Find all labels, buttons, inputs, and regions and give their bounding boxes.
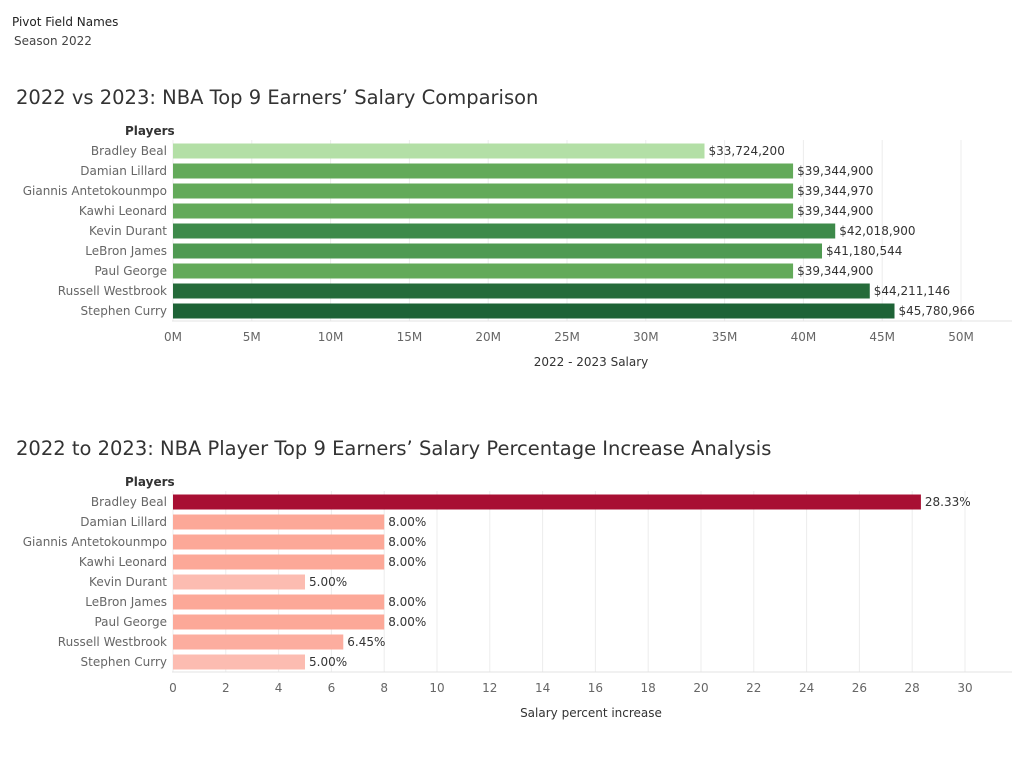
bar[interactable]: [173, 494, 921, 510]
x-tick-label: 4: [275, 681, 283, 695]
data-label: $39,344,970: [797, 184, 873, 198]
x-tick-label: 16: [588, 681, 603, 695]
bar[interactable]: [173, 283, 870, 299]
data-label: 8.00%: [388, 615, 426, 629]
bar[interactable]: [173, 654, 305, 670]
category-label: Kevin Durant: [89, 224, 167, 238]
salary-percent-chart: Players Salary percent increase 0 2 4 6 8 10 1…: [23, 475, 1012, 720]
category-label: Giannis Antetokounmpo: [23, 535, 167, 549]
data-label: $42,018,900: [839, 224, 915, 238]
x-tick-label: 26: [852, 681, 867, 695]
x-tick-label: 0: [169, 681, 177, 695]
x-tick-label: 20M: [475, 330, 501, 344]
x-tick-label: 24: [799, 681, 814, 695]
data-label: 5.00%: [309, 575, 347, 589]
category-label: Kawhi Leonard: [79, 555, 167, 569]
category-label: Russell Westbrook: [58, 635, 167, 649]
category-label: Kevin Durant: [89, 575, 167, 589]
x-tick-label: 10M: [318, 330, 344, 344]
data-label: 5.00%: [309, 655, 347, 669]
row-header-players: Players: [125, 475, 175, 489]
category-label: Paul George: [94, 264, 167, 278]
bar[interactable]: [173, 303, 895, 319]
x-tick-label: 50M: [948, 330, 974, 344]
data-label: $33,724,200: [708, 144, 784, 158]
category-label: Russell Westbrook: [58, 284, 167, 298]
data-label: 8.00%: [388, 555, 426, 569]
data-label: $41,180,544: [826, 244, 902, 258]
x-tick-label: 10: [429, 681, 444, 695]
bar[interactable]: [173, 203, 794, 219]
x-tick-label: 15M: [397, 330, 423, 344]
bar[interactable]: [173, 574, 305, 590]
bar[interactable]: [173, 183, 794, 199]
data-label: $39,344,900: [797, 204, 873, 218]
category-label: Giannis Antetokounmpo: [23, 184, 167, 198]
x-tick-label: 8: [380, 681, 388, 695]
bar[interactable]: [173, 223, 836, 239]
bar[interactable]: [173, 634, 344, 650]
category-label: Damian Lillard: [80, 515, 167, 529]
data-label: $39,344,900: [797, 264, 873, 278]
category-label: Bradley Beal: [91, 495, 167, 509]
x-tick-label: 40M: [791, 330, 817, 344]
category-label: Stephen Curry: [81, 304, 167, 318]
x-tick-label: 14: [535, 681, 550, 695]
data-label: $39,344,900: [797, 164, 873, 178]
data-label: 8.00%: [388, 535, 426, 549]
x-tick-label: 0M: [164, 330, 182, 344]
category-label: Kawhi Leonard: [79, 204, 167, 218]
bar[interactable]: [173, 163, 794, 179]
bar[interactable]: [173, 263, 794, 279]
category-label: Bradley Beal: [91, 144, 167, 158]
x-tick-label: 2: [222, 681, 230, 695]
data-label: $45,780,966: [899, 304, 975, 318]
x-tick-label: 20: [693, 681, 708, 695]
salary-comparison-chart: Players 2022 - 2023 Salary 0M 5M 10M 15M 20M…: [23, 124, 1012, 369]
x-tick-label: 35M: [712, 330, 738, 344]
x-axis-title: 2022 - 2023 Salary: [534, 355, 649, 369]
bar[interactable]: [173, 594, 385, 610]
bar[interactable]: [173, 534, 385, 550]
bar[interactable]: [173, 243, 823, 259]
bar[interactable]: [173, 514, 385, 530]
filter-value[interactable]: Season 2022: [14, 34, 92, 48]
category-label: LeBron James: [85, 595, 167, 609]
filter-title: Pivot Field Names: [12, 15, 119, 29]
row-header-players: Players: [125, 124, 175, 138]
x-axis-title: Salary percent increase: [520, 706, 662, 720]
data-label: 8.00%: [388, 515, 426, 529]
category-label: Stephen Curry: [81, 655, 167, 669]
category-label: LeBron James: [85, 244, 167, 258]
category-label: Damian Lillard: [80, 164, 167, 178]
bar[interactable]: [173, 614, 385, 630]
data-label: 8.00%: [388, 595, 426, 609]
chart-title-salary: 2022 vs 2023: NBA Top 9 Earners’ Salary …: [16, 86, 539, 109]
x-tick-label: 22: [746, 681, 761, 695]
x-tick-label: 30: [957, 681, 972, 695]
category-label: Paul George: [94, 615, 167, 629]
x-tick-label: 25M: [554, 330, 580, 344]
x-tick-label: 28: [905, 681, 920, 695]
data-label: 6.45%: [347, 635, 385, 649]
data-label: 28.33%: [925, 495, 971, 509]
x-tick-label: 12: [482, 681, 497, 695]
x-tick-label: 5M: [243, 330, 261, 344]
x-tick-label: 45M: [869, 330, 895, 344]
bar[interactable]: [173, 143, 705, 159]
x-tick-label: 18: [641, 681, 656, 695]
x-tick-label: 30M: [633, 330, 659, 344]
chart-title-percent: 2022 to 2023: NBA Player Top 9 Earners’ …: [16, 437, 772, 460]
data-label: $44,211,146: [874, 284, 950, 298]
x-tick-label: 6: [328, 681, 336, 695]
bar[interactable]: [173, 554, 385, 570]
